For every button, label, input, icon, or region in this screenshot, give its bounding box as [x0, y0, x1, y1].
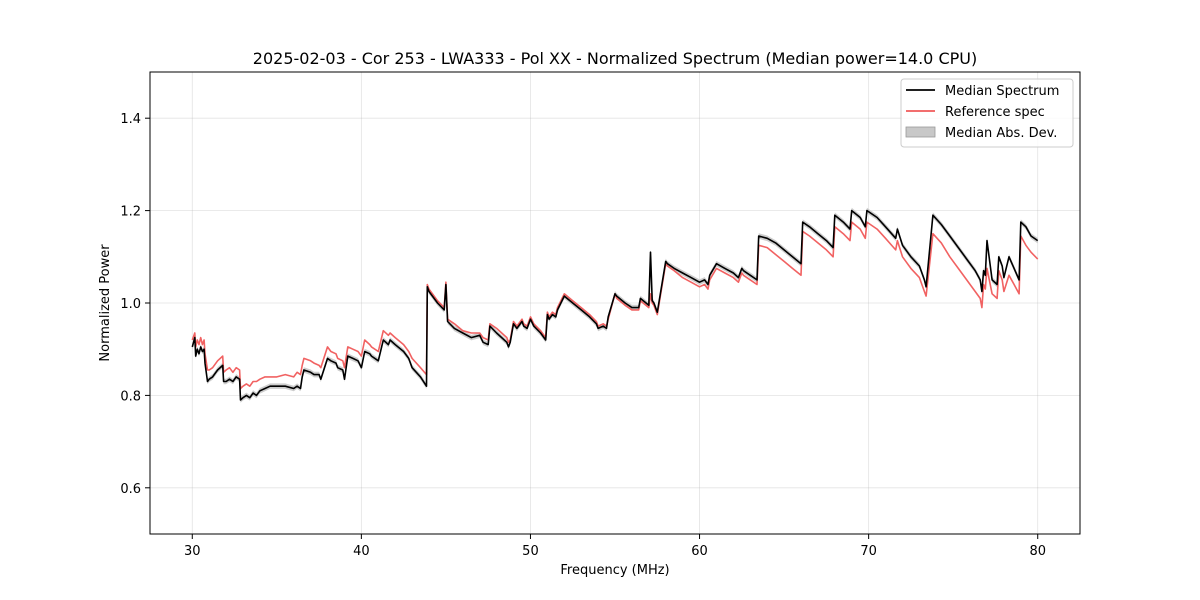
y-tick-label: 1.4 [120, 112, 141, 127]
chart-title: 2025-02-03 - Cor 253 - LWA333 - Pol XX -… [253, 49, 977, 68]
median-spectrum-line [191, 209, 1039, 401]
y-tick-label: 1.0 [120, 297, 141, 312]
mad-band-layer [192, 207, 1038, 403]
x-tick-label: 80 [1029, 544, 1046, 559]
x-axis-label: Frequency (MHz) [560, 563, 669, 578]
reference-spec-line [191, 221, 1039, 390]
x-tick-label: 30 [184, 544, 201, 559]
x-tick-label: 60 [691, 544, 708, 559]
legend-label-reference: Reference spec [945, 105, 1045, 120]
x-tick-label: 70 [860, 544, 877, 559]
legend-box [900, 78, 1074, 148]
series-layer [191, 209, 1039, 401]
legend-swatch-mad [905, 126, 936, 138]
mad-band [192, 207, 1038, 403]
x-tick-label: 50 [522, 544, 539, 559]
y-tick-label: 0.6 [120, 482, 141, 497]
y-tick-label: 0.8 [120, 389, 141, 404]
axis-ticks: 30 40 50 60 70 80 0.6 0.8 1.0 1.2 1.4 [120, 112, 1046, 559]
legend-label-median: Median Spectrum [945, 84, 1059, 99]
legend-label-mad: Median Abs. Dev. [945, 126, 1057, 141]
y-axis-label: Normalized Power [98, 244, 113, 362]
x-tick-label: 40 [353, 544, 370, 559]
y-tick-label: 1.2 [120, 205, 141, 220]
grid-lines [150, 72, 1080, 534]
legend: Median Spectrum Reference spec Median Ab… [900, 78, 1074, 148]
